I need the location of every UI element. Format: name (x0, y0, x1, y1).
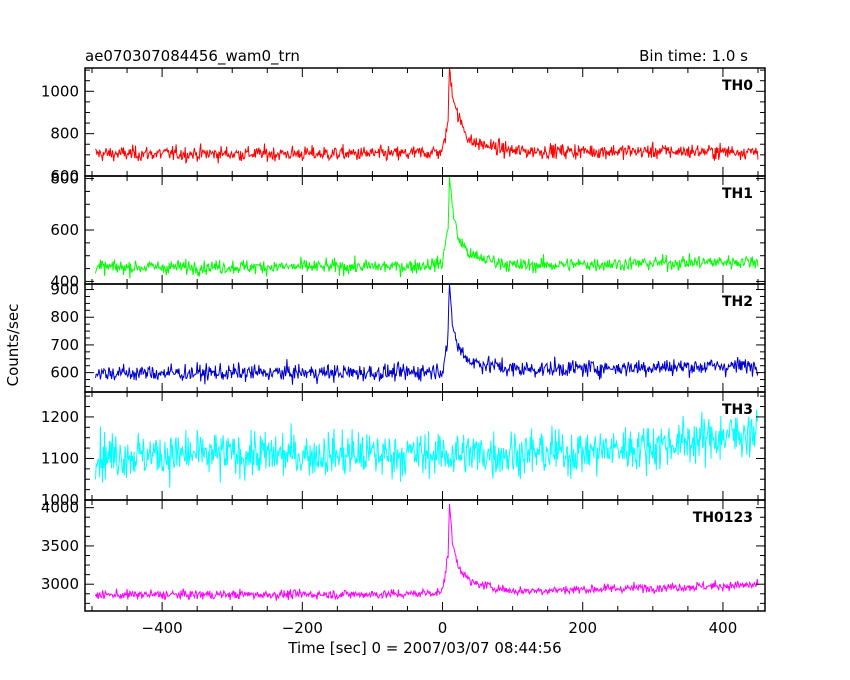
panel-frame-th2 (84, 283, 766, 393)
y-tick-label-th3: 1100 (41, 449, 79, 467)
panel-label-th1: TH1 (722, 186, 753, 202)
chart-title: ae070307084456_wam0_trn (85, 47, 300, 66)
y-tick-label-th0: 800 (50, 125, 79, 143)
y-tick-label-th3: 1200 (41, 408, 79, 426)
y-axis-label: Counts/sec (4, 304, 22, 387)
panel-th2: 600 700 800 900 TH2 (50, 281, 766, 393)
y-tick-label-th0123: 3000 (41, 575, 79, 593)
panel-frame-th0123 (84, 499, 766, 612)
y-tick-label-th0: 600 (50, 167, 79, 185)
y-tick-label-th2: 600 (50, 364, 79, 382)
panel-label-th0: TH0 (722, 78, 753, 94)
y-tick-label-th3: 1000 (41, 491, 79, 509)
panel-th0123: 3000 3500 4000 TH0123 (41, 499, 766, 612)
x-tick-label: 200 (568, 619, 597, 637)
y-tick-label-th1: 600 (50, 221, 79, 239)
y-tick-label-th2: 900 (50, 281, 79, 299)
panel-label-th2: TH2 (722, 294, 753, 310)
x-tick-label: −200 (282, 619, 323, 637)
panel-label-th3: TH3 (722, 402, 753, 418)
x-tick-label: −400 (142, 619, 183, 637)
panel-label-th0123: TH0123 (693, 510, 753, 526)
bin-time-label: Bin time: 1.0 s (639, 47, 748, 65)
series-line-th1 (95, 176, 759, 279)
series-line-th0123 (95, 503, 759, 601)
y-tick-label-th1: 400 (50, 272, 79, 290)
y-tick-label-th0123: 3500 (41, 537, 79, 555)
series-line-th3 (95, 409, 759, 488)
panel-th3: 1000 1100 1200 TH3 (41, 391, 766, 509)
series-line-th0 (95, 68, 759, 164)
x-tick-label: 400 (709, 619, 738, 637)
y-tick-label-th0: 1000 (41, 82, 79, 100)
y-tick-label-th1: 800 (50, 170, 79, 188)
y-tick-label-th0123: 4000 (41, 499, 79, 517)
x-axis-label: Time [sec] 0 = 2007/03/07 08:44:56 (287, 639, 561, 657)
y-tick-label-th2: 800 (50, 308, 79, 326)
y-tick-label-th2: 700 (50, 336, 79, 354)
x-tick-label: 0 (438, 619, 448, 637)
series-line-th2 (95, 284, 759, 385)
